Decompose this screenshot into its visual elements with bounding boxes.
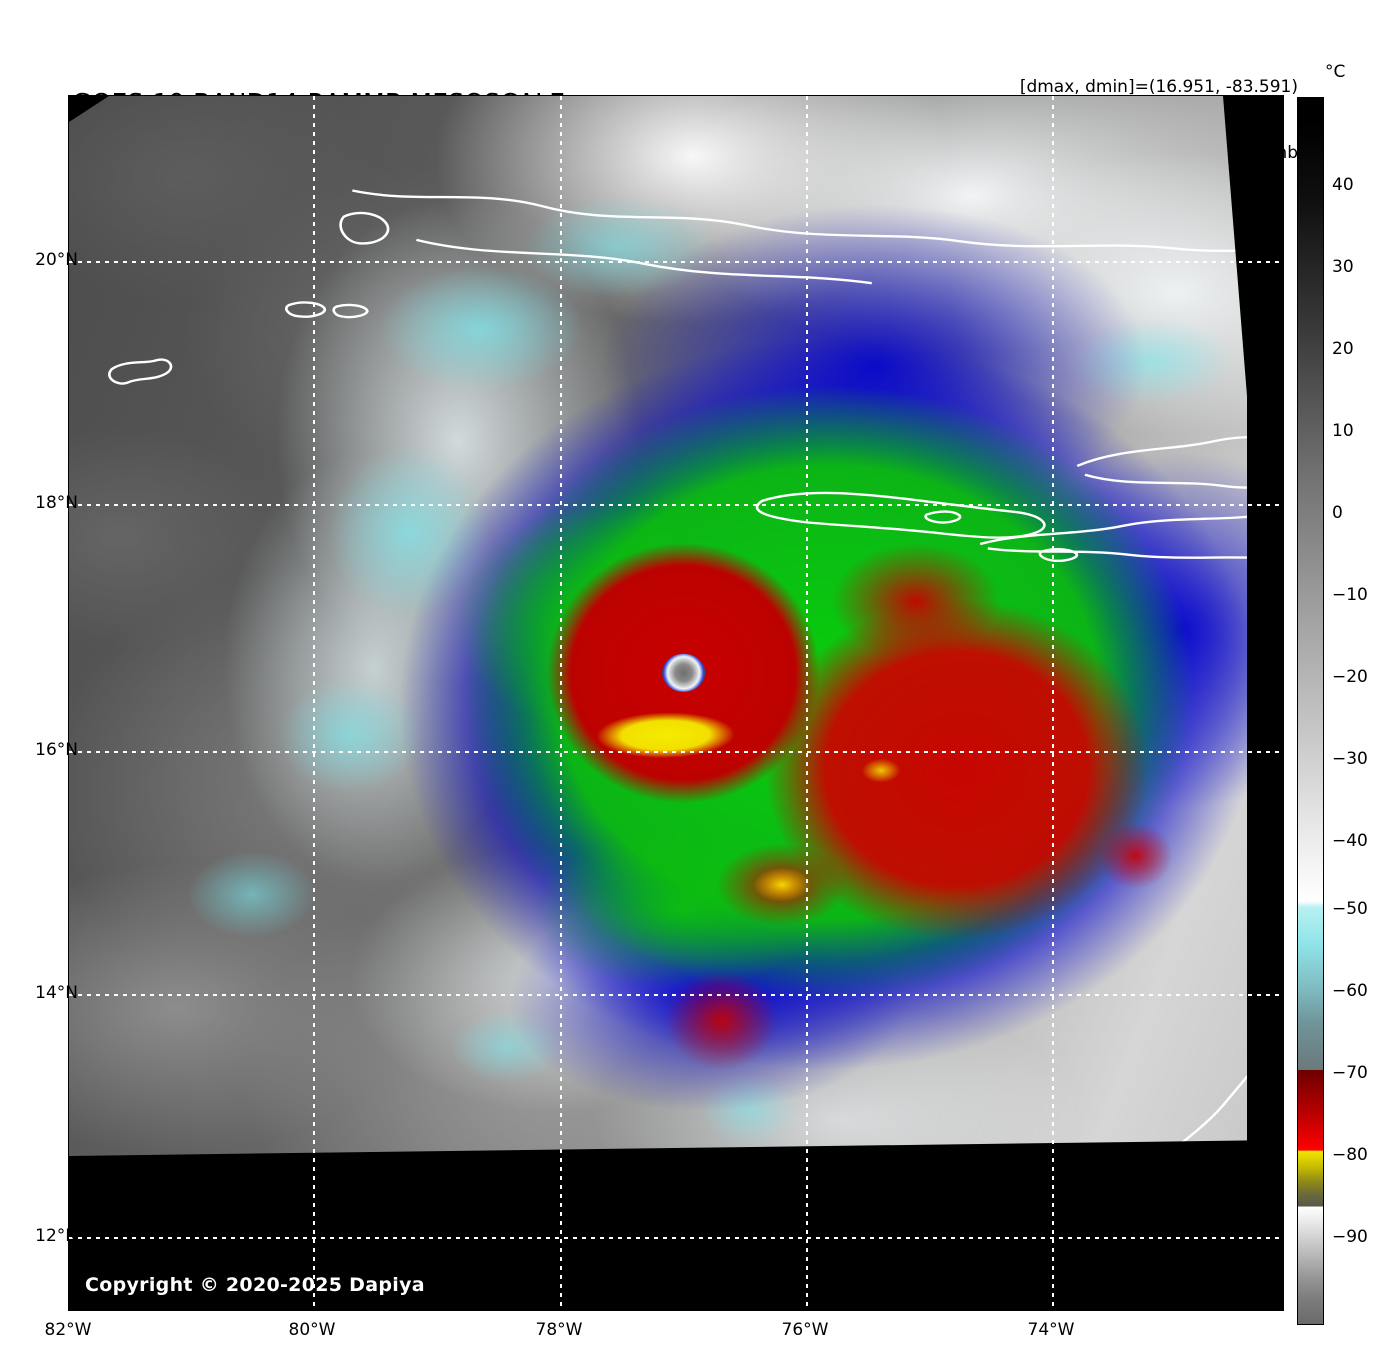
dmax-dmin-label: [dmax, dmin]=(16.951, -83.591)	[1019, 77, 1298, 98]
cbar-tick-m60: −60	[1332, 981, 1368, 1001]
cbar-tick-10: 10	[1332, 421, 1354, 441]
unscanned-mask-bottom	[69, 1160, 1283, 1310]
cbar-tick-m20: −20	[1332, 667, 1368, 687]
lon-tick-82w: 82°W	[44, 1320, 92, 1340]
lat-tick-20n: 20°N	[35, 250, 78, 270]
lon-tick-74w: 74°W	[1027, 1320, 1075, 1340]
cbar-tick-40: 40	[1332, 175, 1354, 195]
cbar-tick-m10: −10	[1332, 585, 1368, 605]
colorbar-unit-label: °C	[1325, 62, 1346, 82]
coastline-overlay	[69, 96, 1283, 1212]
satellite-image-plot: Copyright © 2020-2025 Dapiya	[68, 95, 1284, 1311]
unscanned-mask-right	[1247, 96, 1283, 1310]
temperature-colorbar-lower	[1297, 1070, 1324, 1325]
lat-tick-12n: 12°N	[35, 1226, 78, 1246]
copyright-label: Copyright © 2020-2025 Dapiya	[85, 1274, 425, 1296]
lon-tick-76w: 76°W	[781, 1320, 829, 1340]
cbar-tick-m80: −80	[1332, 1145, 1368, 1165]
lat-tick-14n: 14°N	[35, 983, 78, 1003]
cbar-tick-m70: −70	[1332, 1063, 1368, 1083]
colorbar-gradient-lower	[1298, 1070, 1323, 1324]
cbar-tick-30: 30	[1332, 257, 1354, 277]
lat-tick-16n: 16°N	[35, 740, 78, 760]
cbar-tick-m50: −50	[1332, 899, 1368, 919]
lon-tick-80w: 80°W	[288, 1320, 336, 1340]
cbar-tick-0: 0	[1332, 503, 1343, 523]
cbar-tick-m30: −30	[1332, 749, 1368, 769]
cbar-tick-20: 20	[1332, 339, 1354, 359]
cbar-tick-m40: −40	[1332, 831, 1368, 851]
satellite-scene	[69, 96, 1283, 1213]
colorbar-tick-labels: 40 30 20 10 0 −10 −20 −30 −40 −50 −60 −7…	[1332, 97, 1390, 1325]
lon-tick-78w: 78°W	[535, 1320, 583, 1340]
lat-tick-18n: 18°N	[35, 493, 78, 513]
cbar-tick-m90: −90	[1332, 1227, 1368, 1247]
